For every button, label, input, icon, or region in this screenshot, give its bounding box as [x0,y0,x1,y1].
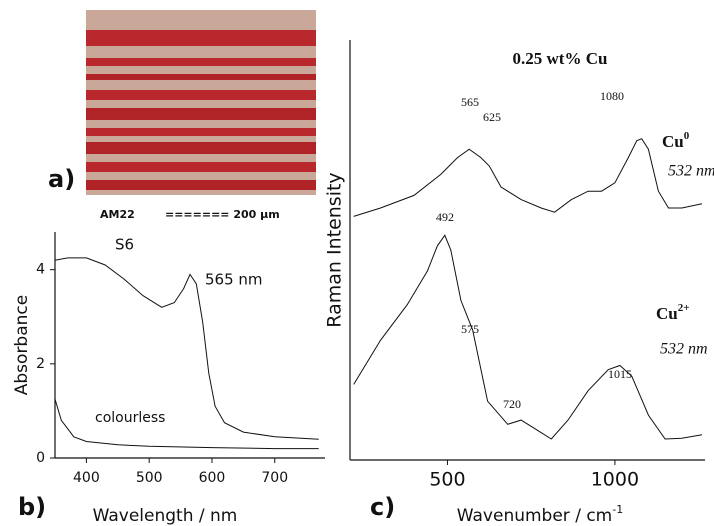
series-label: Cu0 [662,130,690,151]
x-axis-label: Wavelength / nm [93,506,238,526]
spectrum-line [353,234,703,440]
x-tick-label: 500 [429,469,465,491]
spectrum-line [353,138,703,217]
sample-label: AM22 [100,208,135,221]
y-tick-label: 0 [36,450,45,466]
scale-bar: ======= 200 µm [165,208,280,221]
micrograph [86,10,316,195]
y-tick-label: 4 [36,262,45,278]
spectrum-line [54,398,319,450]
x-tick-label: 600 [199,470,226,486]
x-tick-label: 1000 [591,469,639,491]
peak-label: 1015 [608,367,632,381]
peak-label: 720 [503,397,521,411]
x-tick-label: 500 [136,470,163,486]
panel-label: c) [370,493,395,521]
x-tick-label: 400 [73,470,100,486]
y-tick-label: 2 [36,356,45,372]
peak-label: 565 [461,95,479,109]
panel-label: b) [18,493,46,521]
y-axis-label: Absorbance [12,295,32,395]
peak-label: 1080 [600,89,624,103]
x-axis-label: Wavenumber / cm-1 [457,503,623,526]
series-label: Cu2+ [656,302,690,323]
spectrum-line [54,257,319,440]
peak-label: 625 [483,110,501,124]
chart-title: 0.25 wt% Cu [513,49,608,68]
excitation-label: 532 nm [668,163,714,180]
series-label: colourless [95,410,165,426]
series-label: S6 [115,236,134,254]
x-tick-label: 700 [261,470,288,486]
y-axis-label: Raman Intensity [324,172,346,327]
annotation: 565 nm [205,271,263,289]
panel-label: a) [48,165,75,193]
peak-label: 492 [436,210,454,224]
peak-label: 575 [461,322,479,336]
excitation-label: 532 nm [660,341,708,358]
